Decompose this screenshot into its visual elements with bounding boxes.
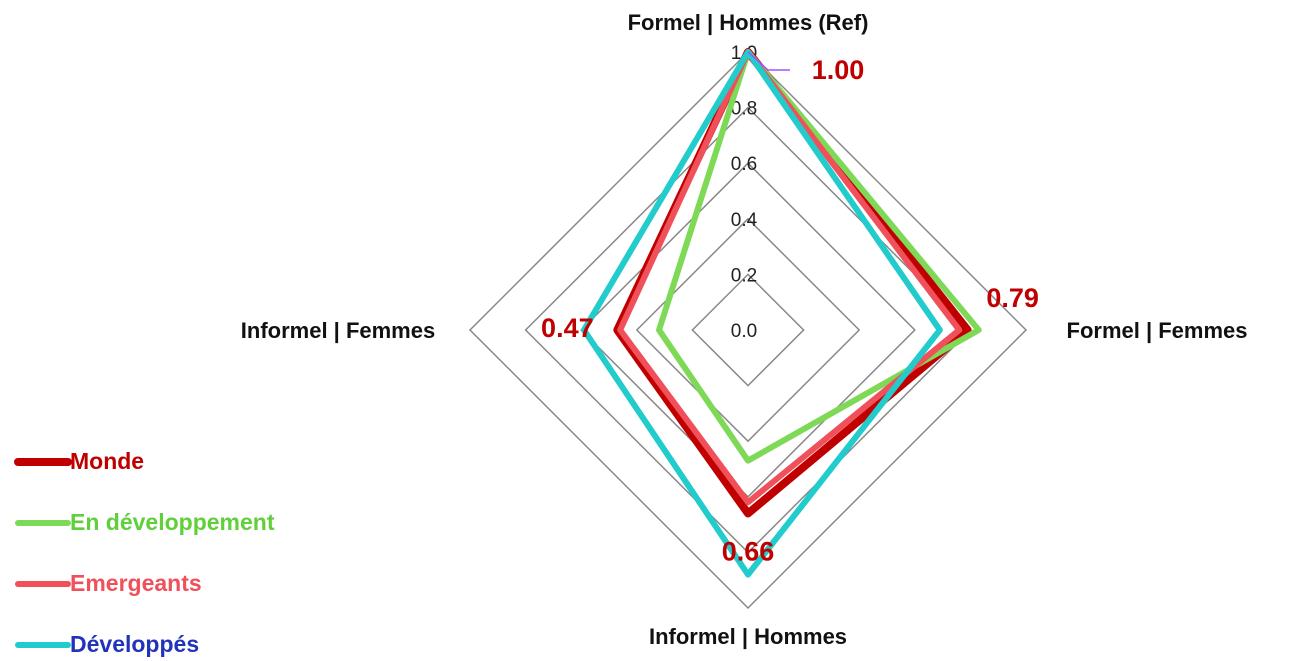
tick-label: 0.6: [731, 154, 757, 175]
data-label: 0.79: [986, 283, 1039, 313]
leader-line: [747, 51, 790, 71]
series-line: [656, 49, 982, 464]
legend-label: Développés: [70, 631, 199, 657]
axis-label: Formel | Femmes: [1067, 318, 1248, 343]
grid-line: [580, 162, 916, 498]
axis-label: Informel | Hommes: [649, 624, 847, 649]
legend-label: Emergeants: [70, 570, 202, 596]
series-line: [580, 49, 943, 578]
tick-label: 0.4: [731, 210, 758, 231]
axis-label: Formel | Hommes (Ref): [628, 10, 869, 35]
legend-label: En développement: [70, 509, 275, 535]
tick-label: 0.2: [731, 265, 757, 286]
grid-line: [691, 273, 805, 387]
axis-label: Informel | Femmes: [241, 318, 435, 343]
grid-line: [468, 50, 1028, 610]
tick-label: 0.8: [731, 99, 757, 120]
grid-line: [524, 106, 972, 554]
series-line: [617, 49, 963, 506]
data-label: 1.00: [812, 55, 865, 85]
tick-label: 0.0: [731, 321, 757, 342]
data-label: 0.47: [541, 313, 594, 343]
data-label: 0.66: [722, 537, 775, 567]
legend-label: Monde: [70, 448, 144, 474]
